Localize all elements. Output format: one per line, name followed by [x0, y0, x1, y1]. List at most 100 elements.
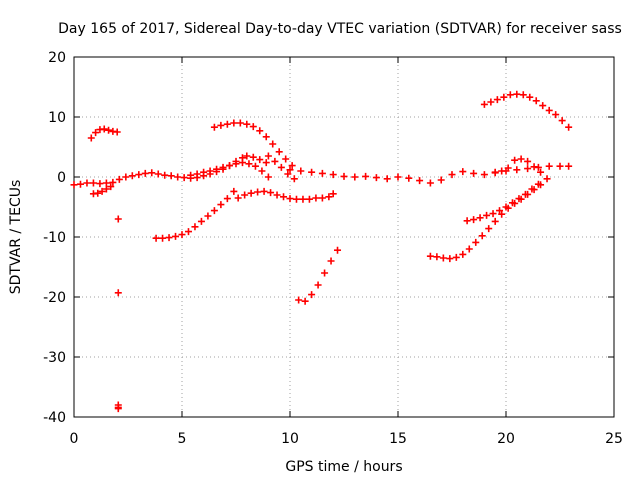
data-point	[500, 93, 508, 101]
series-arc-9	[264, 152, 298, 183]
data-point	[483, 211, 491, 219]
data-point	[148, 169, 156, 177]
data-point	[515, 195, 523, 203]
y-tick-label: -20	[43, 290, 66, 306]
data-point	[174, 173, 182, 181]
x-axis-label: GPS time / hours	[285, 459, 402, 475]
data-point	[290, 175, 298, 183]
data-point	[260, 187, 268, 195]
data-point	[565, 162, 573, 170]
data-point	[329, 190, 337, 198]
data-point	[223, 195, 231, 203]
data-point	[524, 165, 532, 173]
data-point	[230, 119, 238, 127]
data-point	[433, 253, 441, 261]
data-point	[89, 179, 97, 187]
data-point	[325, 193, 333, 201]
data-point	[247, 189, 255, 197]
data-point	[552, 111, 560, 119]
data-point	[305, 195, 313, 203]
data-point	[273, 191, 281, 199]
data-point	[102, 179, 110, 187]
data-point	[312, 194, 320, 202]
data-point	[165, 234, 173, 242]
axis-ticks	[73, 56, 615, 418]
data-point	[318, 194, 326, 202]
series-arc-2	[87, 125, 121, 142]
data-point	[226, 162, 234, 170]
data-point	[496, 207, 504, 215]
data-point	[292, 195, 300, 203]
data-point	[301, 297, 309, 305]
data-point	[172, 232, 180, 240]
x-tick-label: 0	[70, 431, 79, 447]
series-arc-10	[295, 246, 342, 305]
data-point	[511, 156, 519, 164]
data-point	[109, 178, 117, 186]
data-point	[517, 155, 525, 163]
y-tick-label: -10	[43, 230, 66, 246]
data-point	[256, 127, 264, 135]
data-point	[459, 168, 467, 176]
data-point	[565, 123, 573, 131]
data-point	[504, 164, 512, 172]
data-point	[262, 133, 270, 141]
data-point	[521, 190, 529, 198]
data-point	[107, 183, 115, 191]
data-point	[167, 172, 175, 180]
data-point	[437, 176, 445, 184]
data-point	[543, 175, 551, 183]
x-tick-label: 20	[497, 431, 515, 447]
data-point	[491, 168, 499, 176]
data-point	[256, 156, 264, 164]
data-point	[485, 225, 493, 233]
data-point	[465, 245, 473, 253]
series-arc-5	[152, 187, 238, 242]
data-point	[476, 214, 484, 222]
data-point	[102, 185, 110, 193]
x-tick-label: 10	[281, 431, 299, 447]
data-point	[295, 296, 303, 304]
data-point	[308, 168, 316, 176]
data-point	[135, 171, 143, 179]
data-point	[297, 167, 305, 175]
data-point	[318, 169, 326, 177]
data-point	[210, 207, 218, 215]
data-point	[537, 168, 545, 176]
data-point	[94, 189, 102, 197]
data-point	[83, 179, 91, 187]
series-arc-14	[480, 90, 573, 131]
data-point	[508, 199, 516, 207]
y-tick-label: 0	[57, 170, 66, 186]
data-point	[351, 173, 359, 181]
series-arc-13	[463, 180, 542, 225]
data-point	[280, 193, 288, 201]
data-point	[105, 126, 113, 134]
data-point	[113, 128, 121, 136]
data-point	[480, 100, 488, 108]
data-point	[470, 216, 478, 224]
data-point	[327, 257, 335, 265]
data-point	[141, 169, 149, 177]
data-point	[236, 119, 244, 127]
data-point	[184, 228, 192, 236]
data-point	[448, 171, 456, 179]
data-point	[472, 238, 480, 246]
series-arc-3	[89, 183, 115, 198]
data-point	[100, 125, 108, 133]
data-point	[241, 191, 249, 199]
x-tick-label: 5	[178, 431, 187, 447]
data-point	[286, 195, 294, 203]
data-point	[210, 123, 218, 131]
y-tick-label: 20	[48, 50, 66, 66]
data-point	[230, 187, 238, 195]
data-point	[96, 180, 104, 188]
data-point	[114, 215, 122, 223]
data-point	[288, 162, 296, 170]
data-point	[498, 167, 506, 175]
data-point	[223, 120, 231, 128]
data-point	[115, 175, 123, 183]
data-point	[558, 117, 566, 125]
data-point	[452, 253, 460, 261]
